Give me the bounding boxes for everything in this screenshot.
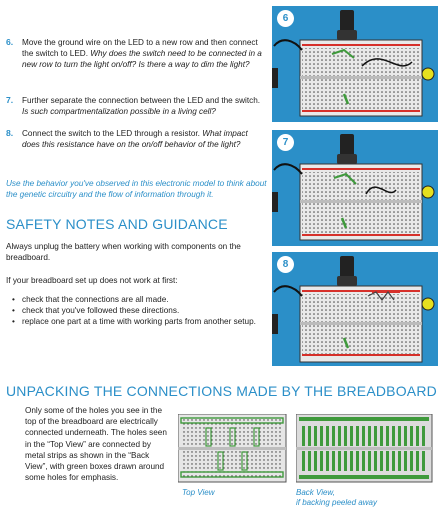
back-view-caption: Back View, [296, 488, 335, 497]
breadboard-illustration [272, 10, 435, 117]
breadboard-top-view [178, 414, 287, 483]
step-8: 8. Connect the switch to the LED through… [6, 128, 266, 150]
step-6: 6. Move the ground wire on the LED to a … [6, 37, 266, 71]
step-7: 7. Further separate the connection betwe… [6, 95, 266, 117]
safety-lead: If your breadboard set up does not work … [6, 276, 178, 285]
breadboard-panel-6: 6 [272, 6, 438, 122]
step-text: Move the ground wire on the LED to a new… [22, 37, 266, 71]
safety-tips: check that the connections are all made.… [6, 294, 284, 328]
step-question: Why does the switch need to be connected… [22, 49, 262, 70]
back-view-caption-detail: if backing peeled away [296, 498, 377, 507]
list-item: check that the connections are all made. [12, 294, 284, 305]
step-instruction: Move the ground wire on the LED to a new… [22, 38, 258, 59]
safety-heading: SAFETY NOTES AND GUIDANCE [6, 216, 228, 232]
step-badge: 8 [277, 256, 294, 273]
breadboard-back-view [296, 414, 433, 483]
step-text: Further separate the connection between … [22, 95, 266, 117]
unpacking-body: Only some of the holes you see in the to… [25, 406, 167, 483]
list-item: check that you've followed these directi… [12, 305, 284, 316]
step-instruction: Connect the switch to the LED through a … [22, 129, 203, 138]
step-text: Connect the switch to the LED through a … [22, 128, 266, 150]
top-view-caption: Top View [182, 488, 215, 497]
breadboard-panel-7: 7 [272, 130, 438, 246]
breadboard-illustration [272, 256, 435, 363]
step-number: 6. [6, 37, 14, 47]
list-item: replace one part at a time with working … [12, 316, 284, 327]
step-question: Is such compartmentalization possible in… [22, 107, 216, 117]
step-question: What impact does this resistance have on… [22, 129, 248, 150]
step-badge: 6 [277, 10, 294, 27]
reflection-prompt: Use the behavior you've observed in this… [6, 179, 267, 200]
breadboard-illustration [272, 134, 435, 241]
unpacking-heading: UNPACKING THE CONNECTIONS MADE BY THE BR… [6, 383, 437, 399]
safety-intro: Always unplug the battery when working w… [6, 242, 241, 263]
step-number: 7. [6, 95, 14, 105]
step-badge: 7 [277, 134, 294, 151]
step-number: 8. [6, 128, 14, 138]
step-instruction: Further separate the connection between … [22, 96, 261, 105]
breadboard-panel-8: 8 [272, 252, 438, 366]
